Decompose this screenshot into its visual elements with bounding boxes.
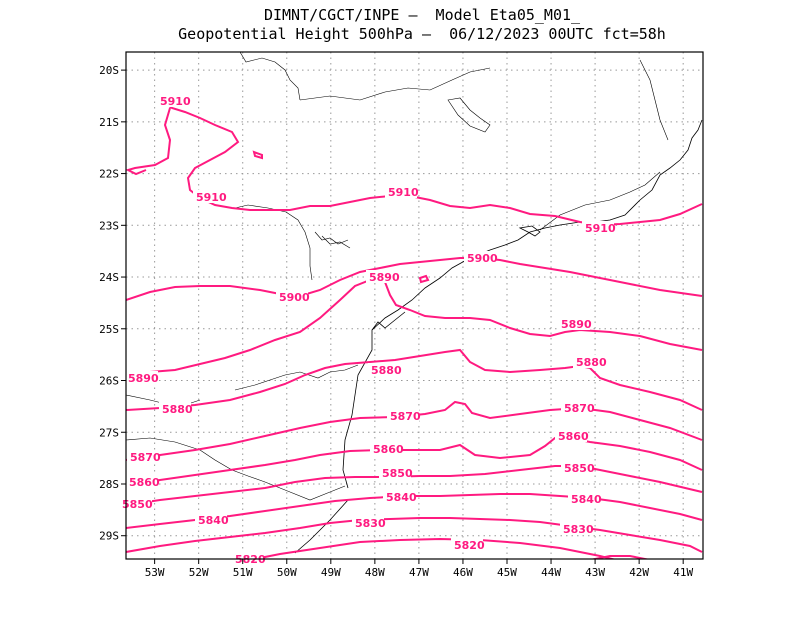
contour-label: 5890	[128, 372, 159, 385]
contour-5890-b	[418, 274, 430, 284]
lon-tick-label: 41W	[673, 566, 693, 579]
contour-label: 5910	[388, 186, 419, 199]
lon-tick-label: 46W	[453, 566, 473, 579]
map-title-line-2: Geopotential Height 500hPa – 06/12/2023 …	[178, 25, 666, 43]
border-ms-sp	[239, 52, 301, 101]
latitude-axis: 20S 21S 22S 23S 24S 25S 26S 27S 28S 29S	[99, 64, 126, 543]
lat-tick-label: 20S	[99, 64, 119, 77]
contour-5910-b	[126, 107, 172, 176]
contour-label: 5880	[371, 364, 402, 377]
map-frame	[125, 51, 704, 560]
lat-tick-label: 28S	[99, 478, 119, 491]
lon-tick-label: 52W	[189, 566, 209, 579]
contour-label: 5820	[454, 539, 485, 552]
lat-tick-label: 26S	[99, 375, 119, 388]
contour-label: 5890	[369, 271, 400, 284]
lat-tick-label: 24S	[99, 271, 119, 284]
contour-5830	[126, 517, 703, 553]
lon-tick-label: 48W	[365, 566, 385, 579]
contour-label: 5910	[160, 95, 191, 108]
lat-tick-label: 22S	[99, 168, 119, 181]
contour-5840	[126, 493, 703, 529]
border-sc-rs	[231, 469, 346, 501]
border-west	[126, 437, 233, 471]
contour-label: 5840	[386, 491, 417, 504]
lon-tick-label: 42W	[629, 566, 649, 579]
contour-5890	[126, 278, 703, 379]
contour-lines	[126, 99, 703, 559]
border-mg-rj	[539, 171, 661, 231]
contour-5820-b	[589, 555, 651, 559]
contour-label: 5870	[390, 410, 421, 423]
contour-5900	[126, 257, 703, 301]
contour-label: 5890	[561, 318, 592, 331]
contour-5870	[126, 400, 703, 461]
contour-label: 5910	[196, 191, 227, 204]
border-pr-north	[234, 204, 313, 281]
contour-label: 5850	[564, 462, 595, 475]
contour-5910-a	[159, 99, 703, 227]
map-grid	[126, 52, 703, 559]
contour-label: 5880	[162, 403, 193, 416]
contour-label: 5830	[563, 523, 594, 536]
map-title-line-1: DIMNT/CGCT/INPE – Model Eta05_M01_	[263, 6, 581, 24]
contour-label: 5860	[129, 476, 160, 489]
border-river	[314, 231, 349, 245]
contour-5850	[126, 465, 703, 506]
contour-label: 5830	[355, 517, 386, 530]
contour-5880	[126, 348, 703, 411]
lat-tick-label: 23S	[99, 219, 119, 232]
contour-label: 5860	[558, 430, 589, 443]
lon-tick-label: 51W	[233, 566, 253, 579]
longitude-axis: 53W 52W 51W 50W 49W 48W 47W 46W 45W 44W 43W 42W 41W	[145, 559, 693, 579]
border-mg-es	[639, 59, 669, 141]
contour-label: 5840	[198, 514, 229, 527]
reservoir-1	[447, 97, 491, 133]
contour-label: 5870	[564, 402, 595, 415]
reservoir-2	[321, 235, 351, 249]
contour-label: 5850	[382, 467, 413, 480]
bay-path	[371, 311, 406, 331]
lon-tick-label: 49W	[321, 566, 341, 579]
contour-labels: 5910 5910 5910 5910 5900 5900 5890 5890 …	[122, 94, 616, 566]
contour-label: 5860	[373, 443, 404, 456]
border-pr-sc	[234, 364, 359, 391]
border-sp-mg	[299, 67, 491, 101]
lagoon-path	[294, 499, 349, 554]
lon-tick-label: 44W	[541, 566, 561, 579]
contour-label: 5850	[122, 498, 153, 511]
contour-label: 5910	[585, 222, 616, 235]
contour-5860	[126, 437, 703, 486]
contour-label: 5880	[576, 356, 607, 369]
lon-tick-label: 47W	[409, 566, 429, 579]
lat-tick-label: 27S	[99, 426, 119, 439]
island-path	[518, 225, 541, 237]
lon-tick-label: 50W	[277, 566, 297, 579]
contour-label: 5840	[571, 493, 602, 506]
coastline-path	[342, 119, 703, 489]
lon-tick-label: 43W	[585, 566, 605, 579]
contour-label: 5870	[130, 451, 161, 464]
contour-5820	[249, 537, 617, 559]
contour-5910-c	[252, 150, 263, 160]
contour-label: 5900	[279, 291, 310, 304]
contour-label: 5900	[467, 252, 498, 265]
lat-tick-label: 29S	[99, 530, 119, 543]
lat-tick-label: 25S	[99, 323, 119, 336]
lon-tick-label: 53W	[145, 566, 165, 579]
lon-tick-label: 45W	[497, 566, 517, 579]
lat-tick-label: 21S	[99, 116, 119, 129]
